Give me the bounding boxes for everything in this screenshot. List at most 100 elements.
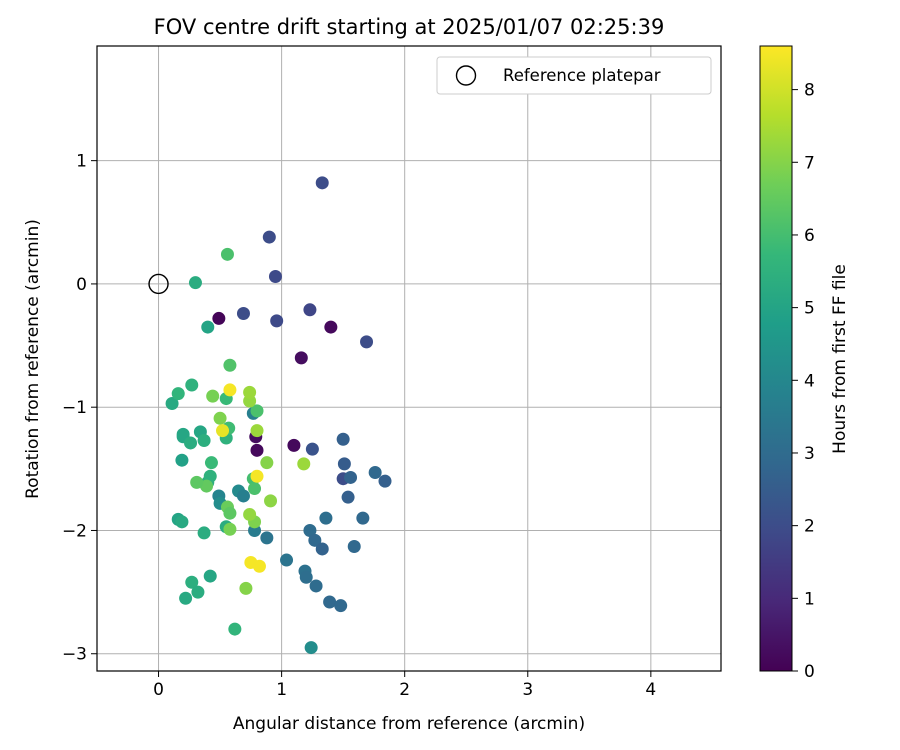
data-point [223, 383, 237, 397]
data-point [190, 475, 204, 489]
data-point [191, 585, 205, 599]
data-point [188, 276, 202, 290]
data-point [203, 469, 217, 483]
data-point [197, 526, 211, 540]
y-axis-ticks: −3 −2 −1 0 1 [62, 152, 97, 665]
x-tick-label: 3 [522, 680, 533, 700]
data-point [250, 443, 264, 457]
data-point [203, 569, 217, 583]
data-point [260, 456, 274, 470]
data-point [341, 490, 355, 504]
colorbar-gradient [759, 45, 793, 672]
colorbar-tick-label: 5 [804, 299, 815, 319]
data-point [344, 470, 358, 484]
legend-marker-icon [455, 65, 477, 86]
colorbar-tick-label: 0 [804, 662, 815, 682]
data-point [201, 320, 215, 334]
data-point [236, 307, 250, 321]
x-tick-label: 1 [276, 680, 287, 700]
plot-frame [96, 45, 722, 672]
data-point [185, 378, 199, 392]
data-point [185, 575, 199, 589]
x-tick-label: 0 [153, 680, 164, 700]
data-point [294, 351, 308, 365]
data-point [228, 622, 242, 636]
colorbar-tick-label: 3 [804, 444, 815, 464]
x-axis-ticks: 0 1 2 3 4 [153, 671, 656, 700]
data-point [220, 247, 234, 261]
data-point [337, 457, 351, 471]
data-point [165, 396, 179, 410]
colorbar: 0 1 2 3 4 5 6 7 8 Hours from first FF file [759, 45, 850, 682]
data-point [252, 559, 266, 573]
x-axis-label: Angular distance from reference (arcmin) [233, 714, 585, 734]
y-tick-label: 0 [76, 275, 87, 295]
data-point [184, 436, 198, 450]
data-point [315, 176, 329, 190]
data-point [304, 641, 318, 655]
colorbar-tick-label: 1 [804, 589, 815, 609]
data-point [287, 438, 301, 452]
data-point [250, 404, 264, 418]
data-point [212, 311, 226, 325]
y-axis-label: Rotation from reference (arcmin) [23, 219, 43, 499]
data-point [179, 591, 193, 605]
data-point [303, 523, 317, 537]
y-tick-label: −1 [62, 398, 87, 418]
data-point [323, 595, 337, 609]
legend-label: Reference platepar [503, 66, 661, 85]
data-point [200, 479, 214, 493]
data-point [260, 531, 274, 545]
data-point [236, 489, 250, 503]
data-point [334, 599, 348, 613]
data-point [268, 270, 282, 284]
data-point [315, 542, 329, 556]
data-point [270, 314, 284, 328]
data-point [360, 335, 374, 349]
data-point [239, 581, 253, 595]
data-point [213, 411, 227, 425]
y-tick-label: −3 [62, 645, 87, 665]
data-point [262, 230, 276, 244]
x-tick-label: 2 [399, 680, 410, 700]
y-tick-label: 1 [76, 152, 87, 172]
data-point [175, 453, 189, 467]
data-point [368, 466, 382, 480]
data-point [250, 424, 264, 438]
data-point [308, 533, 322, 547]
data-point [223, 522, 237, 536]
data-point [204, 456, 218, 470]
data-point [303, 303, 317, 317]
colorbar-tick-label: 6 [804, 226, 815, 246]
data-point [250, 469, 264, 483]
data-point [299, 570, 313, 584]
legend: Reference platepar [436, 56, 712, 95]
data-point [175, 515, 189, 529]
data-point [216, 424, 230, 438]
x-tick-label: 4 [645, 680, 656, 700]
data-point [347, 539, 361, 553]
data-points [165, 176, 392, 655]
data-point [324, 320, 338, 334]
data-point [378, 474, 392, 488]
data-point [336, 432, 350, 446]
colorbar-tick-label: 7 [804, 153, 815, 173]
colorbar-ticks: 0 1 2 3 4 5 6 7 8 [792, 81, 815, 682]
data-point [280, 553, 294, 567]
data-point [223, 358, 237, 372]
data-point [197, 433, 211, 447]
chart-title: FOV centre drift starting at 2025/01/07 … [154, 15, 665, 39]
data-point [248, 482, 262, 496]
data-point [243, 385, 257, 399]
data-point [356, 511, 370, 525]
data-point [309, 579, 323, 593]
data-point [206, 389, 220, 403]
data-point [223, 506, 237, 520]
y-tick-label: −2 [62, 521, 87, 541]
reference-platepar-marker [148, 273, 169, 295]
data-point [297, 457, 311, 471]
data-point [319, 511, 333, 525]
colorbar-tick-label: 2 [804, 517, 815, 537]
data-point [264, 494, 278, 508]
